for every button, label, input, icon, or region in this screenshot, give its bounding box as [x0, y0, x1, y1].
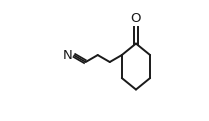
- Text: N: N: [63, 49, 73, 62]
- Text: O: O: [131, 12, 141, 25]
